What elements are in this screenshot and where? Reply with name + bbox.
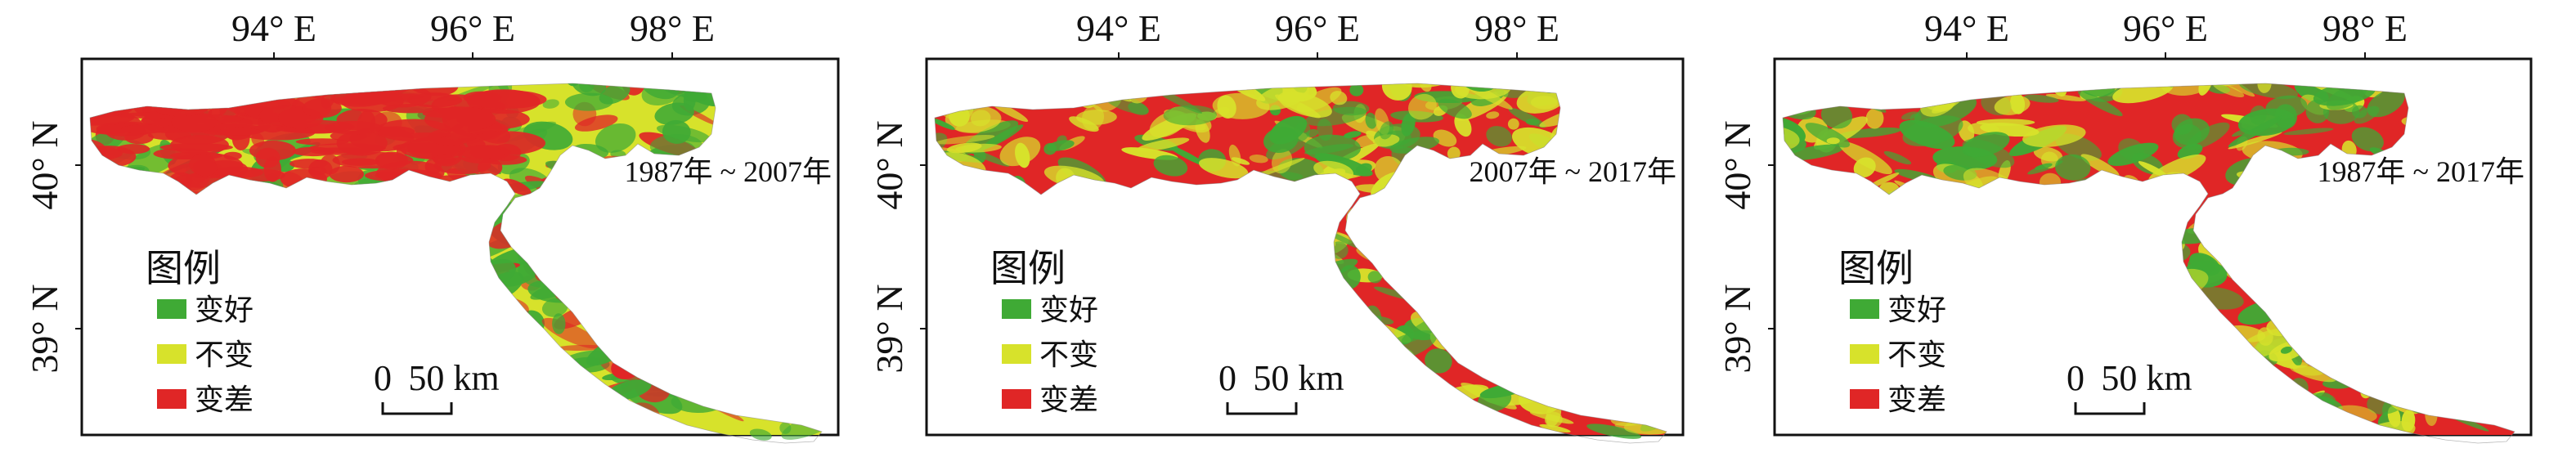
map-panel-1: 94° E 96° E 98° E 40° N 39° N 1987年 ~ 2007年图例… bbox=[24, 7, 840, 444]
scale-distance-label: 50 km bbox=[2101, 358, 2192, 398]
latitude-label: 39° N bbox=[24, 284, 65, 373]
map-panel-3: 94° E 96° E 98° E 40° N 39° N 1987年 ~ 2017年图例… bbox=[1717, 7, 2533, 444]
legend-swatch bbox=[157, 299, 186, 319]
legend-swatch bbox=[1850, 389, 1879, 409]
map-frame bbox=[925, 57, 1685, 437]
latitude-label: 40° N bbox=[868, 120, 910, 209]
latitude-label: 39° N bbox=[1717, 284, 1758, 373]
legend-title: 图例 bbox=[990, 246, 1066, 290]
legend-item-label: 不变 bbox=[195, 338, 254, 372]
legend-item-label: 变差 bbox=[1039, 383, 1098, 417]
longitude-label: 98° E bbox=[630, 7, 715, 49]
legend-item-label: 变差 bbox=[195, 383, 254, 417]
legend-swatch bbox=[157, 389, 186, 409]
legend-item-label: 变好 bbox=[195, 294, 254, 327]
legend-item-label: 变好 bbox=[1039, 294, 1098, 327]
longitude-label: 94° E bbox=[231, 7, 316, 49]
legend-item-label: 变好 bbox=[1887, 294, 1946, 327]
legend-item-label: 不变 bbox=[1887, 338, 1946, 372]
longitude-label: 96° E bbox=[430, 7, 515, 49]
legend-swatch bbox=[1850, 299, 1879, 319]
latitude-label: 40° N bbox=[1717, 120, 1758, 209]
map-frame bbox=[1773, 57, 2533, 437]
period-label: 2007年 ~ 2017年 bbox=[1470, 155, 1676, 188]
latitude-label: 39° N bbox=[868, 284, 910, 373]
legend-swatch bbox=[1850, 344, 1879, 364]
legend-item-label: 变差 bbox=[1887, 383, 1946, 417]
legend-swatch bbox=[1002, 344, 1031, 364]
legend-title: 图例 bbox=[146, 246, 221, 290]
scale-bar: 0 50 km bbox=[1218, 358, 1344, 415]
scale-bar: 0 50 km bbox=[2067, 358, 2192, 415]
longitude-label: 96° E bbox=[1275, 7, 1360, 49]
period-label: 1987年 ~ 2007年 bbox=[625, 155, 832, 188]
scale-zero-label: 0 bbox=[374, 358, 392, 398]
scale-distance-label: 50 km bbox=[1253, 358, 1344, 398]
legend-swatch bbox=[1002, 299, 1031, 319]
legend-swatch bbox=[157, 344, 186, 364]
scale-bar: 0 50 km bbox=[374, 358, 500, 415]
longitude-label: 98° E bbox=[1474, 7, 1560, 49]
longitude-label: 96° E bbox=[2123, 7, 2208, 49]
map-panel-2: 94° E 96° E 98° E 40° N 39° N 2007年 ~ 2017年图例… bbox=[868, 7, 1685, 444]
latitude-label: 40° N bbox=[24, 120, 65, 209]
scale-distance-label: 50 km bbox=[408, 358, 499, 398]
map-frame bbox=[80, 57, 840, 437]
longitude-label: 94° E bbox=[1076, 7, 1161, 49]
legend-swatch bbox=[1002, 389, 1031, 409]
longitude-label: 98° E bbox=[2322, 7, 2408, 49]
scale-zero-label: 0 bbox=[2067, 358, 2085, 398]
longitude-label: 94° E bbox=[1924, 7, 2009, 49]
legend-title: 图例 bbox=[1838, 246, 1914, 290]
period-label: 1987年 ~ 2017年 bbox=[2318, 155, 2524, 188]
legend-item-label: 不变 bbox=[1039, 338, 1098, 372]
scale-zero-label: 0 bbox=[1218, 358, 1236, 398]
